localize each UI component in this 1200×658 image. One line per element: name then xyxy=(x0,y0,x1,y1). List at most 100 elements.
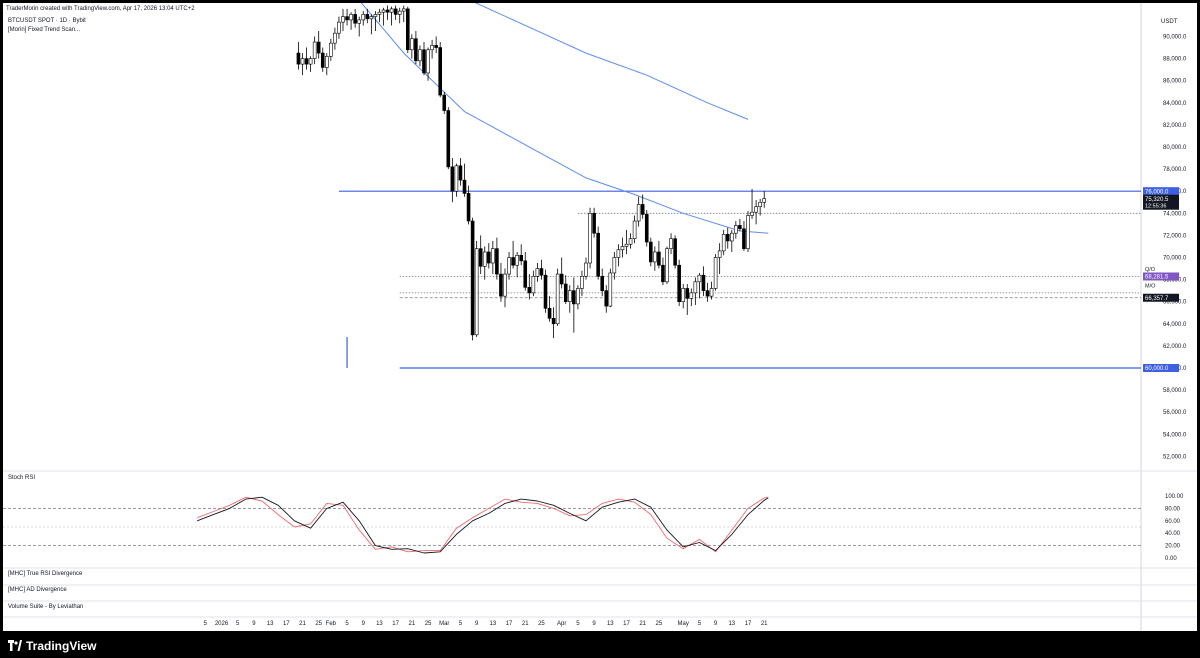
time-tick-label: 5 xyxy=(345,621,349,627)
candle xyxy=(588,207,592,269)
time-tick-label: 9 xyxy=(475,621,479,627)
candle xyxy=(365,8,370,24)
time-tick-label: 5 xyxy=(576,621,580,627)
candle xyxy=(296,42,301,70)
candle-body xyxy=(738,225,742,230)
candle-body xyxy=(482,251,487,267)
level-price-tag-bg xyxy=(1143,272,1179,281)
candle xyxy=(572,277,576,333)
last-price-text: 75,320.5 xyxy=(1145,197,1169,203)
candle xyxy=(661,257,665,286)
price-axis: 52,000.054,000.056,000.058,000.060,000.0… xyxy=(1163,35,1187,461)
countdown-text: 12:55:36 xyxy=(1145,204,1166,210)
price-tick-label: 82,000.0 xyxy=(1163,123,1187,129)
time-tick-label: 5 xyxy=(698,621,702,627)
candle xyxy=(596,226,600,280)
candle xyxy=(418,45,422,67)
candle-body xyxy=(636,204,641,222)
pane-ad-divergence[interactable]: [MHC] AD Divergence xyxy=(8,587,67,593)
candle-body xyxy=(418,49,422,62)
candle-body xyxy=(300,58,305,65)
candle-body xyxy=(697,274,702,283)
candle-body xyxy=(337,21,341,34)
candle xyxy=(717,243,722,275)
candle xyxy=(377,8,382,23)
candle-body xyxy=(632,220,637,240)
candle-body xyxy=(572,290,576,305)
candle xyxy=(446,107,451,170)
candle xyxy=(434,36,438,54)
candle-body xyxy=(584,262,588,277)
candle-body xyxy=(555,273,560,325)
candle-body xyxy=(442,94,447,111)
last-price-tag: 75,320.512:55:36 xyxy=(1143,194,1179,210)
candle-body xyxy=(312,41,317,59)
level-price-tag: 76,000.0 xyxy=(1143,187,1179,195)
stoch-rsi-title: Stoch RSI xyxy=(8,475,36,481)
candle xyxy=(738,218,742,231)
candle xyxy=(397,7,402,24)
candle-body xyxy=(357,19,362,24)
candle xyxy=(337,16,341,39)
candle-body xyxy=(470,220,475,336)
moving-average-line xyxy=(474,3,749,120)
candle xyxy=(567,285,572,313)
candle-body xyxy=(527,287,532,294)
candle xyxy=(426,47,430,81)
price-tick-label: 64,000.0 xyxy=(1163,322,1187,328)
candle-body xyxy=(640,204,645,215)
candle-body xyxy=(361,14,366,21)
candle xyxy=(689,288,694,307)
candle-body xyxy=(539,268,544,276)
candle xyxy=(750,188,754,219)
level-price-tag-bg xyxy=(1143,187,1179,196)
pane-true-rsi-divergence[interactable]: [MHC] True RSI Divergence xyxy=(8,571,83,577)
candle-body xyxy=(657,251,661,266)
candle-body xyxy=(499,273,503,297)
candle xyxy=(555,268,560,327)
candle-body xyxy=(308,58,313,65)
grid xyxy=(3,3,1197,631)
level-price-tag-bg xyxy=(1143,293,1179,302)
candle xyxy=(624,229,629,255)
candle-body xyxy=(450,166,455,192)
candle xyxy=(389,6,394,26)
candle xyxy=(697,272,702,299)
price-tick-label: 86,000.0 xyxy=(1163,79,1187,85)
candle xyxy=(466,185,471,225)
level-price-tag: 66,357.7 xyxy=(1143,293,1179,302)
time-tick-label: 13 xyxy=(728,621,735,627)
time-tick-label: 17 xyxy=(745,621,752,627)
candle xyxy=(576,285,580,310)
candle xyxy=(559,257,564,289)
time-tick-label: 9 xyxy=(592,621,596,627)
level-price-tag-bg xyxy=(1143,364,1179,372)
pane-volume-suite[interactable]: Volume Suite - By Leviathan xyxy=(8,604,84,610)
time-tick-label: 17 xyxy=(283,621,290,627)
time-tick-label: 5 xyxy=(236,621,240,627)
candle xyxy=(523,251,528,291)
candle-body xyxy=(677,264,681,302)
level-price-tag-text: 66,357.7 xyxy=(1145,296,1169,302)
candle xyxy=(705,282,710,302)
price-tick-label: 54,000.0 xyxy=(1163,432,1187,438)
currency-label: USDT xyxy=(1161,19,1178,25)
candle-body xyxy=(304,58,309,65)
candle xyxy=(632,215,637,244)
candle xyxy=(531,270,536,297)
candle-body xyxy=(373,14,378,17)
candle xyxy=(547,296,552,322)
candle-body xyxy=(754,206,758,213)
candle-body xyxy=(604,290,609,307)
candle-body xyxy=(474,248,479,336)
tradingview-logo-icon xyxy=(8,640,22,651)
candle xyxy=(503,268,507,308)
candle-body xyxy=(705,290,710,297)
candle-body xyxy=(503,273,507,297)
price-tick-label: 74,000.0 xyxy=(1163,211,1187,217)
time-tick-label: 17 xyxy=(506,621,513,627)
candle-body xyxy=(612,257,617,274)
candle xyxy=(320,47,325,72)
stoch-tick-label: 40.00 xyxy=(1165,531,1181,537)
